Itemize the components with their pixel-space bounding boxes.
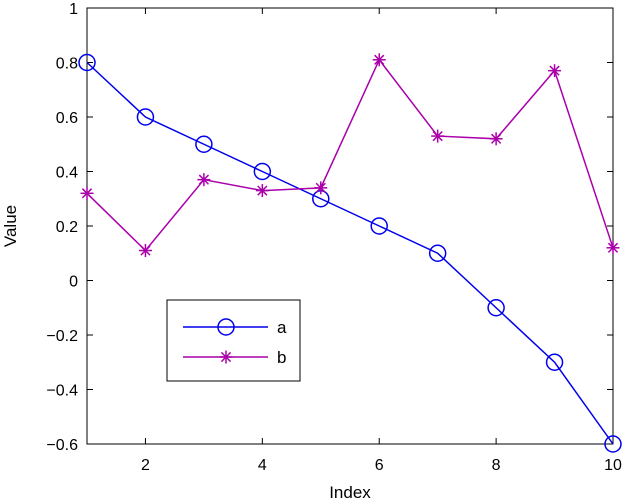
y-tick-label: 0.8	[56, 56, 78, 73]
data-point-b	[372, 53, 386, 67]
series-line-a	[86, 61, 614, 445]
y-tick-label: 0.4	[56, 165, 78, 182]
y-tick-label: 0	[69, 274, 78, 291]
data-point-a	[428, 244, 447, 262]
x-axis-label: Index	[329, 483, 371, 502]
x-tick-label: 8	[492, 457, 501, 474]
y-tick-label: −0.6	[46, 437, 78, 454]
data-point-b	[314, 181, 328, 195]
y-tick-label: −0.4	[46, 383, 78, 400]
data-point-a	[136, 108, 155, 126]
data-point-b	[255, 184, 269, 198]
data-point-a	[370, 217, 388, 235]
data-point-a	[78, 53, 96, 72]
data-point-a	[604, 435, 622, 453]
x-tick-label: 10	[604, 457, 622, 474]
data-point-b	[138, 244, 152, 258]
y-tick-label: 1	[69, 1, 78, 18]
legend-item-b: b	[183, 348, 286, 367]
y-tick-label: 0.6	[56, 110, 78, 127]
data-point-a	[545, 353, 564, 371]
legend-label: a	[277, 318, 287, 337]
legend-item-a: a	[183, 318, 287, 337]
series-layer	[78, 53, 622, 453]
legend-label: b	[277, 348, 286, 367]
legend: ab	[166, 299, 301, 382]
y-tick-label: −0.2	[46, 328, 78, 345]
tick-labels: 2 4 6 8 10 −0.6 −0.4 −0.2 0 0.2 0.4 0.6 0.8 1	[46, 1, 622, 474]
data-point-b	[606, 241, 620, 255]
legend-box	[166, 299, 301, 382]
legend-marker	[219, 350, 233, 364]
data-point-b	[197, 173, 211, 187]
data-point-a	[487, 299, 505, 317]
data-point-a	[253, 162, 272, 181]
y-axis-label: Value	[1, 205, 20, 247]
data-point-b	[489, 132, 503, 146]
x-tick-label: 6	[375, 457, 384, 474]
data-point-b	[431, 129, 445, 143]
series-line-b	[86, 58, 614, 252]
y-tick-label: 0.2	[56, 219, 78, 236]
data-point-b	[80, 186, 94, 200]
series-b	[80, 53, 620, 258]
x-tick-label: 2	[141, 457, 150, 474]
legend-marker	[217, 318, 235, 336]
data-point-a	[195, 135, 213, 153]
x-tick-label: 4	[258, 457, 267, 474]
series-a	[78, 53, 622, 453]
data-point-b	[548, 64, 562, 78]
